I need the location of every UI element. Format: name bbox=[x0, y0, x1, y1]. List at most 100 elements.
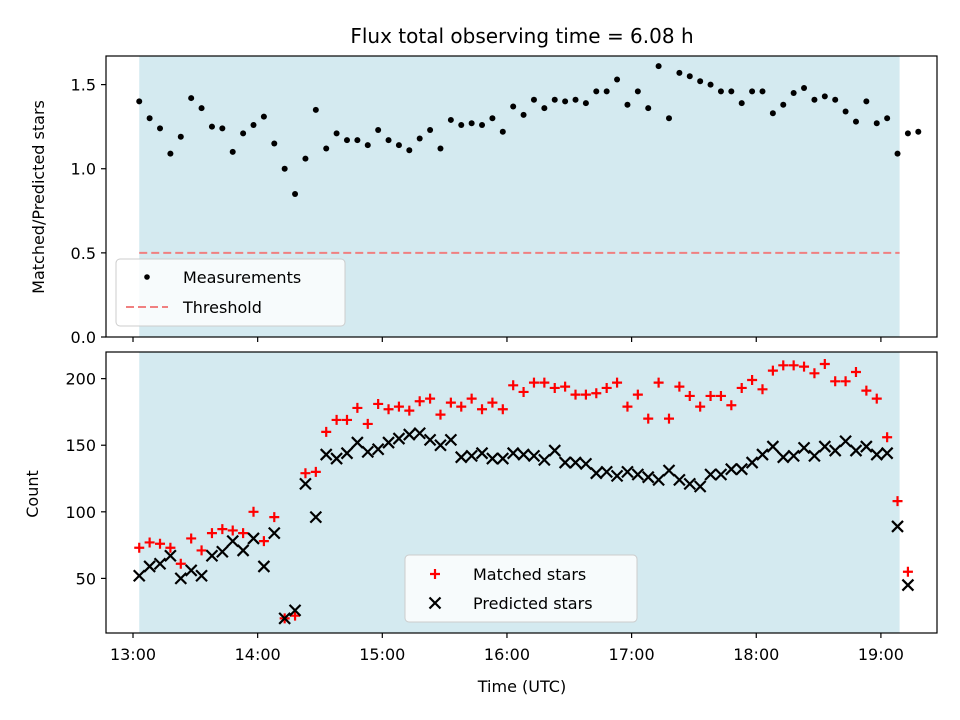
predicted-star-point bbox=[849, 444, 863, 457]
measurement-point bbox=[281, 165, 288, 172]
matched-star-point bbox=[508, 380, 519, 391]
measurement-point bbox=[427, 127, 434, 134]
predicted-star-point bbox=[153, 557, 167, 571]
measurement-point bbox=[177, 133, 184, 140]
predicted-star-point bbox=[652, 473, 665, 487]
measurement-point bbox=[385, 137, 392, 144]
measurement-point bbox=[728, 88, 735, 95]
measurement-point bbox=[437, 145, 444, 152]
x-tick-label: 19:00 bbox=[858, 645, 904, 664]
predicted-star-point bbox=[673, 473, 686, 487]
matched-star-point bbox=[861, 385, 872, 396]
predicted-star-point bbox=[278, 612, 291, 625]
measurement-point bbox=[271, 140, 278, 147]
measurement-point bbox=[811, 96, 818, 103]
predicted-star-point bbox=[267, 526, 281, 540]
measurement-point bbox=[593, 88, 600, 95]
matched-star-point bbox=[736, 382, 747, 393]
measurement-point bbox=[292, 190, 299, 197]
measurement-point bbox=[364, 142, 371, 149]
legend-measurement-marker bbox=[144, 274, 150, 280]
measurement-point bbox=[479, 121, 486, 128]
matched-star-point bbox=[632, 389, 643, 400]
matched-star-point bbox=[601, 382, 612, 393]
measurement-point bbox=[157, 125, 164, 132]
measurement-point bbox=[499, 128, 506, 135]
count-panel-y-label: Count bbox=[23, 470, 42, 518]
matched-star-point bbox=[664, 413, 675, 424]
x-tick-label: 17:00 bbox=[609, 645, 655, 664]
legend-threshold-label: Threshold bbox=[182, 298, 262, 317]
matched-star-point bbox=[134, 542, 145, 553]
y-tick-label: 200 bbox=[65, 370, 96, 389]
measurement-point bbox=[219, 125, 226, 132]
measurement-point bbox=[821, 93, 828, 100]
matched-star-point bbox=[414, 396, 425, 407]
measurement-point bbox=[634, 88, 641, 95]
matched-star-point bbox=[269, 512, 280, 523]
measurement-point bbox=[697, 78, 704, 85]
measurement-point bbox=[842, 108, 849, 115]
predicted-star-point bbox=[184, 564, 198, 577]
predicted-star-point bbox=[590, 466, 603, 480]
legend-measurements-label: Measurements bbox=[183, 268, 301, 287]
matched-star-point bbox=[165, 542, 176, 553]
predicted-star-point bbox=[444, 433, 458, 447]
predicted-star-point bbox=[527, 449, 541, 463]
measurement-point bbox=[530, 96, 537, 103]
predicted-star-point bbox=[330, 452, 343, 465]
measurement-point bbox=[323, 145, 330, 152]
predicted-star-point bbox=[392, 432, 406, 445]
matched-star-point bbox=[902, 566, 913, 577]
measurement-point bbox=[572, 96, 579, 103]
measurement-point bbox=[686, 73, 693, 80]
matched-star-point bbox=[539, 377, 550, 388]
ratio-panel-legend: Measurements Threshold bbox=[115, 258, 346, 327]
matched-star-point bbox=[580, 389, 591, 400]
x-tick-label: 16:00 bbox=[484, 645, 530, 664]
predicted-star-point bbox=[247, 532, 260, 545]
matched-star-point bbox=[767, 365, 778, 376]
matched-star-point bbox=[352, 402, 363, 413]
y-tick-label: 1.0 bbox=[71, 160, 96, 179]
y-tick-label: 1.5 bbox=[71, 76, 96, 95]
matched-star-point bbox=[726, 400, 737, 411]
x-tick-label: 13:00 bbox=[110, 645, 156, 664]
x-tick-label: 14:00 bbox=[235, 645, 281, 664]
matched-star-point bbox=[705, 390, 716, 401]
predicted-star-point bbox=[756, 448, 769, 461]
predicted-star-point bbox=[195, 569, 208, 583]
matched-star-point bbox=[383, 404, 394, 415]
y-tick-label: 0.0 bbox=[71, 328, 96, 347]
matched-star-point bbox=[653, 377, 664, 388]
legend-predicted-marker bbox=[428, 596, 442, 610]
measurement-point bbox=[645, 105, 652, 112]
matched-star-point bbox=[393, 401, 404, 412]
predicted-star-point bbox=[735, 462, 748, 476]
predicted-star-point bbox=[839, 434, 852, 448]
measurement-point bbox=[801, 84, 808, 91]
matched-star-point bbox=[144, 537, 155, 548]
measurement-point bbox=[229, 148, 236, 155]
predicted-star-point bbox=[818, 440, 832, 453]
measurement-point bbox=[603, 88, 610, 95]
measurement-point bbox=[624, 101, 631, 108]
count-panel-axes: 50 100 150 200 13:00 14:00 15:00 16:00 17:00 18:0… bbox=[65, 351, 938, 664]
matched-star-point bbox=[321, 426, 332, 437]
predicted-star-point bbox=[236, 544, 250, 557]
matched-star-point bbox=[840, 376, 851, 387]
matched-star-point bbox=[674, 381, 685, 392]
predicted-star-point bbox=[465, 449, 478, 463]
measurement-point bbox=[551, 96, 558, 103]
measurement-point bbox=[416, 135, 423, 142]
predicted-star-point bbox=[517, 448, 530, 461]
predicted-star-point bbox=[683, 477, 697, 491]
predicted-star-point bbox=[631, 468, 645, 481]
x-tick-label: 15:00 bbox=[359, 645, 405, 664]
predicted-star-point bbox=[403, 428, 416, 441]
matched-star-point bbox=[871, 393, 882, 404]
measurement-point bbox=[873, 120, 880, 127]
measurement-point bbox=[894, 150, 901, 157]
y-tick-label: 0.5 bbox=[71, 244, 96, 263]
predicted-star-point bbox=[714, 468, 728, 481]
